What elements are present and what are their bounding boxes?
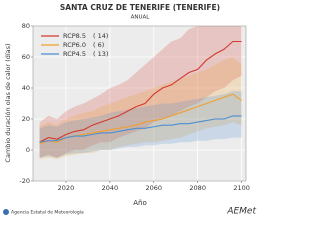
y-tick-label: 20 <box>22 115 30 123</box>
legend-label: RCP4.5 <box>63 50 86 58</box>
series-line <box>39 115 242 143</box>
y-tick-label: 80 <box>22 22 30 30</box>
legend-label: RCP8.5 <box>63 32 86 40</box>
legend-note: ( 14) <box>93 32 108 40</box>
x-tick-label: 2020 <box>58 184 75 192</box>
x-tick-label: 2080 <box>189 184 206 192</box>
range-band <box>39 91 242 158</box>
chart-subtitle: ANUAL <box>131 15 151 21</box>
x-axis-label: Año <box>133 199 147 207</box>
plot <box>33 26 246 181</box>
series-line <box>39 40 242 143</box>
legend-note: ( 13) <box>93 50 108 58</box>
legend-label: RCP6.0 <box>63 41 86 49</box>
y-tick-label: -20 <box>19 177 30 185</box>
y-tick-label: 60 <box>22 53 30 61</box>
y-axis-label: Cambio duración olas de calor (días) <box>4 43 12 162</box>
plot-frame <box>32 25 247 182</box>
x-tick-label: 2040 <box>102 184 119 192</box>
chart-title: SANTA CRUZ DE TENERIFE (TENERIFE) <box>60 3 220 12</box>
x-tick-label: 2100 <box>233 184 250 192</box>
plot-area <box>33 26 246 181</box>
agency-icon <box>3 209 9 215</box>
y-tick-label: 40 <box>22 84 30 92</box>
logo: AEMet <box>226 207 256 217</box>
legend-note: ( 6) <box>93 41 104 49</box>
range-band <box>39 26 242 158</box>
y-tick-label: 0 <box>26 146 30 154</box>
agency-name: Agencia Estatal de Meteorología <box>11 209 84 216</box>
chart: SANTA CRUZ DE TENERIFE (TENERIFE) ANUAL … <box>3 3 256 217</box>
x-tick-label: 2060 <box>145 184 162 192</box>
